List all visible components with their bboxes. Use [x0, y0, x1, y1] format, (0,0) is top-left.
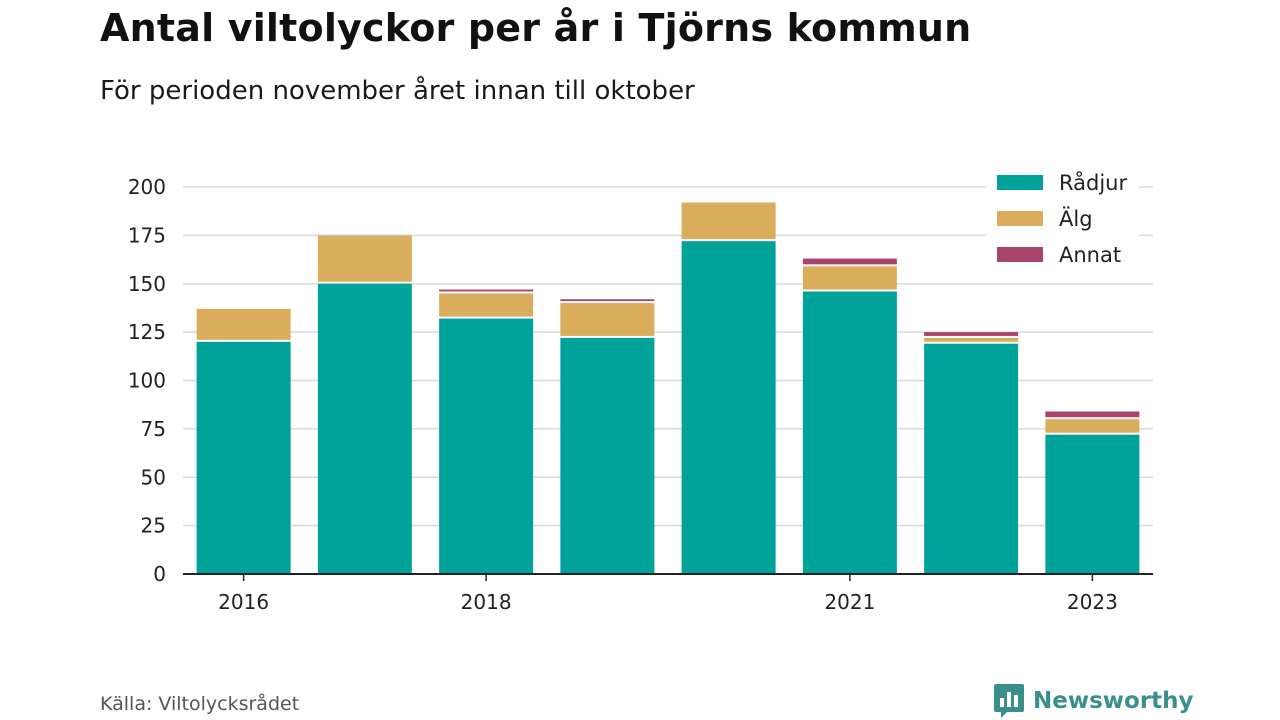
legend-swatch-rådjur — [997, 175, 1043, 190]
bar-segment-rådjur-2018 — [439, 318, 534, 574]
bar-segment-annat-2023 — [1045, 411, 1140, 418]
legend-swatch-älg — [997, 211, 1043, 226]
x-axis: 2016 2018 2021 2023 — [183, 573, 1153, 614]
bar-segment-älg-2022 — [924, 337, 1019, 342]
y-tick-label: 25 — [141, 514, 166, 538]
chart-subtitle: För perioden november året innan till ok… — [100, 76, 695, 106]
newsworthy-logo: Newsworthy — [993, 683, 1194, 719]
bar-segment-rådjur-2017 — [317, 283, 412, 574]
bar-segment-älg-2018 — [439, 293, 534, 317]
y-tick-label: 125 — [128, 320, 166, 344]
x-tick-label: 2023 — [1067, 590, 1118, 614]
bar-segment-älg-2021 — [802, 266, 897, 290]
newsworthy-wordmark: Newsworthy — [1033, 688, 1194, 714]
x-tick-label: 2018 — [461, 590, 512, 614]
bar-segment-rådjur-2016 — [196, 341, 291, 574]
bars — [196, 202, 1140, 574]
newsworthy-logo-icon — [994, 684, 1024, 718]
legend-label-älg: Älg — [1059, 206, 1093, 231]
x-tick-label: 2021 — [824, 590, 875, 614]
legend-label-annat: Annat — [1059, 243, 1121, 267]
bar-segment-älg-2020 — [681, 202, 776, 240]
bar-segment-älg-2017 — [317, 235, 412, 282]
bar-segment-annat-2022 — [924, 332, 1019, 336]
y-tick-label: 200 — [128, 175, 166, 199]
bar-segment-annat-2021 — [802, 258, 897, 265]
x-tick-label: 2016 — [218, 590, 269, 614]
bar-segment-annat-2018 — [439, 289, 534, 292]
y-tick-label: 50 — [141, 465, 166, 489]
y-tick-label: 100 — [128, 369, 166, 393]
legend: Rådjur Älg Annat — [986, 162, 1139, 276]
y-tick-label: 75 — [141, 417, 166, 441]
legend-swatch-annat — [997, 247, 1043, 262]
bar-segment-älg-2016 — [196, 308, 291, 340]
bar-segment-rådjur-2023 — [1045, 434, 1140, 574]
legend-label-rådjur: Rådjur — [1059, 170, 1127, 195]
bar-segment-rådjur-2019 — [560, 337, 655, 574]
bar-segment-rådjur-2022 — [924, 343, 1019, 574]
bar-segment-annat-2019 — [560, 299, 655, 302]
bar-segment-älg-2023 — [1045, 419, 1140, 433]
y-tick-label: 175 — [128, 223, 166, 247]
chart-title: Antal viltolyckor per år i Tjörns kommun — [100, 6, 972, 50]
y-tick-label: 150 — [128, 272, 166, 296]
bar-segment-älg-2019 — [560, 303, 655, 336]
y-axis-tick-labels: 0 25 50 75 100 125 150 175 200 — [128, 175, 166, 586]
bar-segment-rådjur-2020 — [681, 241, 776, 574]
bar-segment-rådjur-2021 — [802, 291, 897, 574]
y-tick-label: 0 — [153, 562, 166, 586]
source-note: Källa: Viltolycksrådet — [100, 693, 300, 715]
